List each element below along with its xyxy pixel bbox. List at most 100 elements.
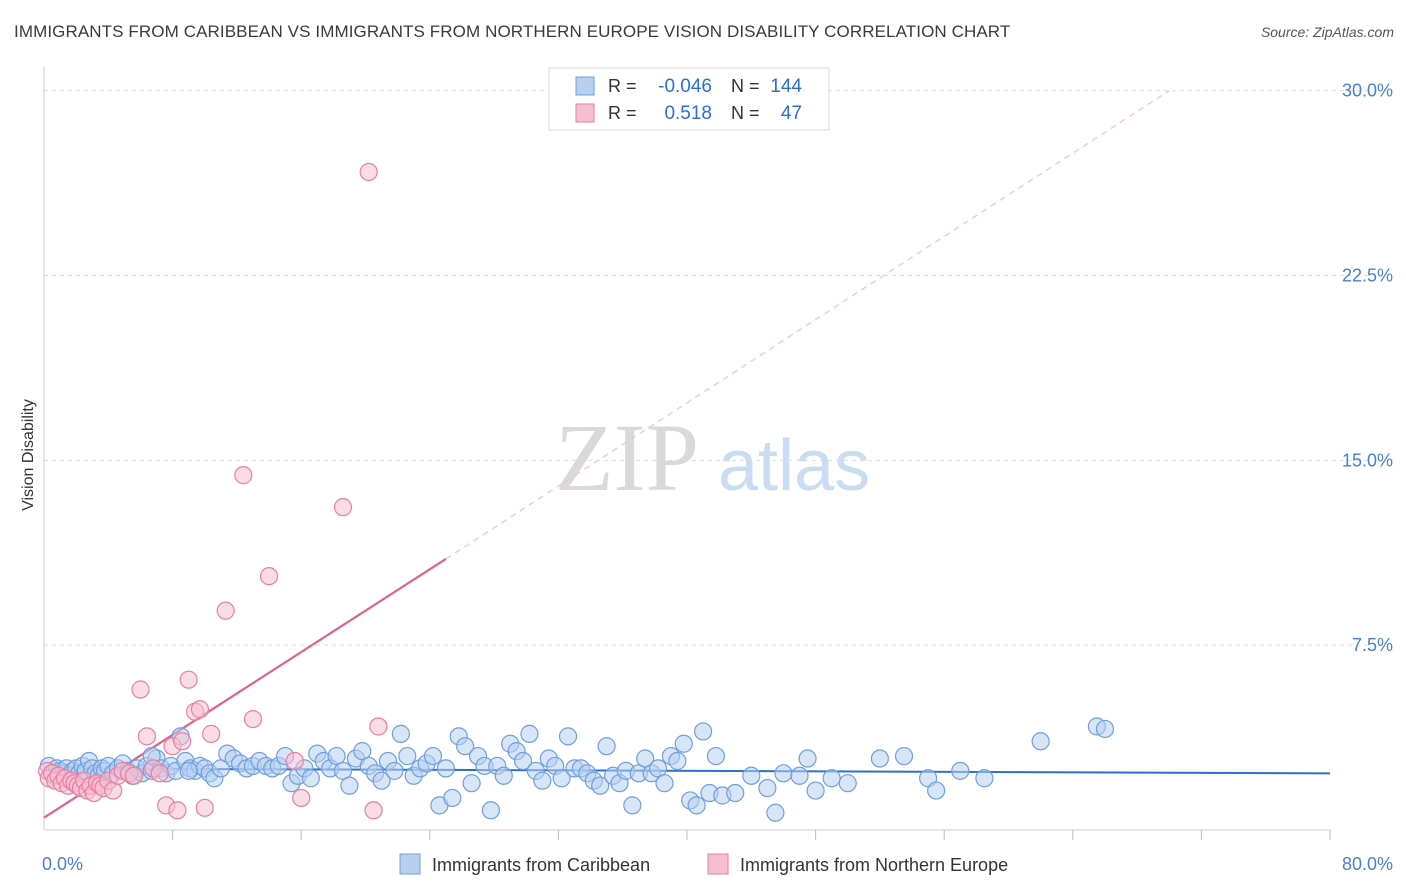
source-note: Source: ZipAtlas.com xyxy=(1260,24,1394,40)
caribbean-point-69 xyxy=(385,761,404,780)
stats-legend: R = -0.046 N = 144 R = 0.518 N = 47 xyxy=(548,67,830,131)
caribbean-point-117 xyxy=(693,722,713,741)
caribbean-point-134 xyxy=(927,781,946,800)
bottom-legend: Immigrants from Caribbean Immigrants fro… xyxy=(399,853,1008,875)
caribbean-point-127 xyxy=(798,749,817,768)
caribbean-point-56 xyxy=(301,769,320,788)
stats-r-label-blue: R = xyxy=(608,76,637,96)
caribbean-point-95 xyxy=(552,769,571,788)
legend-label-caribbean: Immigrants from Caribbean xyxy=(432,855,650,875)
northern-europe-point-31 xyxy=(168,801,187,820)
gridlines xyxy=(44,90,1370,646)
caribbean-point-81 xyxy=(462,774,481,793)
y-axis-label: Vision Disability xyxy=(20,399,37,511)
chart-title: IMMIGRANTS FROM CARIBBEAN VS IMMIGRANTS … xyxy=(14,22,1011,41)
caribbean-point-102 xyxy=(597,737,616,756)
northern-europe-point-36 xyxy=(195,798,214,817)
caribbean-point-124 xyxy=(766,803,785,822)
stats-swatch-blue xyxy=(575,76,595,96)
caribbean-point-84 xyxy=(481,801,500,820)
caribbean-point-101 xyxy=(591,776,610,795)
caribbean-point-116 xyxy=(687,796,706,815)
y-tick-label-2: 22.5% xyxy=(1342,265,1393,285)
northern-europe-point-24 xyxy=(124,766,144,785)
watermark: ZIP atlas xyxy=(555,404,870,511)
x-tick-label-0: 0.0% xyxy=(42,854,83,874)
caribbean-point-123 xyxy=(758,779,777,798)
caribbean-point-75 xyxy=(423,746,443,766)
caribbean-point-62 xyxy=(340,776,359,795)
northern-europe-point-37 xyxy=(202,724,221,743)
northern-europe-point-32 xyxy=(173,732,192,751)
caribbean-point-129 xyxy=(822,769,841,788)
caribbean-point-113 xyxy=(668,751,687,771)
northern-europe-point-47 xyxy=(364,801,383,820)
y-tick-label-1: 15.0% xyxy=(1342,450,1393,470)
northern-europe-point-39 xyxy=(234,466,253,485)
y-tick-label-0: 7.5% xyxy=(1352,635,1393,655)
caribbean-point-111 xyxy=(655,774,674,793)
caribbean-point-130 xyxy=(838,774,857,793)
series-northern-europe-points xyxy=(38,162,388,820)
watermark-zip: ZIP xyxy=(555,404,699,511)
caribbean-point-80 xyxy=(456,737,475,756)
caribbean-point-96 xyxy=(558,727,578,746)
caribbean-point-71 xyxy=(398,746,417,766)
stats-n-value-pink: 47 xyxy=(781,103,802,124)
northern-europe-point-25 xyxy=(131,680,150,699)
stats-swatch-pink xyxy=(575,103,595,123)
x-tick-label-1: 80.0% xyxy=(1342,854,1393,874)
stats-r-label-pink: R = xyxy=(608,103,637,123)
northern-europe-point-28 xyxy=(150,764,169,783)
stats-r-value-pink: 0.518 xyxy=(664,103,712,124)
tick-labels: 7.5% 15.0% 22.5% 30.0% 0.0% 80.0% xyxy=(42,81,1393,874)
caribbean-point-67 xyxy=(372,771,391,790)
caribbean-point-131 xyxy=(870,749,890,768)
northern-europe-point-33 xyxy=(179,670,198,689)
caribbean-point-125 xyxy=(774,764,793,783)
stats-n-label-blue: N = xyxy=(731,76,760,96)
northern-europe-point-43 xyxy=(292,788,311,808)
caribbean-point-70 xyxy=(391,724,410,743)
northern-europe-point-44 xyxy=(333,498,353,517)
northern-europe-point-35 xyxy=(190,700,210,719)
caribbean-point-139 xyxy=(1095,719,1115,739)
caribbean-point-114 xyxy=(674,734,693,753)
caribbean-point-141 xyxy=(179,761,198,780)
caribbean-point-121 xyxy=(726,783,745,803)
northern-europe-point-42 xyxy=(285,751,304,771)
stats-n-label-pink: N = xyxy=(731,103,760,123)
caribbean-point-86 xyxy=(494,766,513,785)
caribbean-point-89 xyxy=(513,751,533,771)
caribbean-point-136 xyxy=(975,769,994,788)
caribbean-point-128 xyxy=(806,781,825,800)
northern-europe-point-45 xyxy=(359,162,378,182)
stats-n-value-blue: 144 xyxy=(770,76,802,97)
y-tick-label-3: 30.0% xyxy=(1342,81,1393,101)
caribbean-point-106 xyxy=(623,796,642,815)
trend-line-northern-europe-extension xyxy=(445,90,1170,560)
watermark-atlas: atlas xyxy=(718,426,870,506)
caribbean-point-92 xyxy=(533,771,552,790)
northern-europe-point-41 xyxy=(259,567,279,586)
caribbean-point-90 xyxy=(520,724,539,743)
caribbean-point-135 xyxy=(951,761,970,780)
legend-label-northern-europe: Immigrants from Northern Europe xyxy=(740,855,1008,875)
axes xyxy=(43,66,1331,840)
northern-europe-point-40 xyxy=(243,709,263,729)
caribbean-point-126 xyxy=(790,766,809,785)
northern-europe-point-38 xyxy=(216,601,235,620)
caribbean-point-78 xyxy=(443,788,462,808)
northern-europe-point-46 xyxy=(369,717,388,736)
stats-r-value-blue: -0.046 xyxy=(658,76,712,97)
caribbean-point-119 xyxy=(706,746,726,766)
stats-legend-box xyxy=(548,67,830,131)
northern-europe-point-26 xyxy=(137,727,156,746)
legend-swatch-caribbean xyxy=(399,853,421,875)
caribbean-point-137 xyxy=(1031,732,1050,751)
legend-swatch-northern-europe xyxy=(707,853,729,875)
caribbean-point-122 xyxy=(742,766,761,785)
caribbean-point-77 xyxy=(436,759,455,778)
caribbean-point-132 xyxy=(894,746,914,766)
